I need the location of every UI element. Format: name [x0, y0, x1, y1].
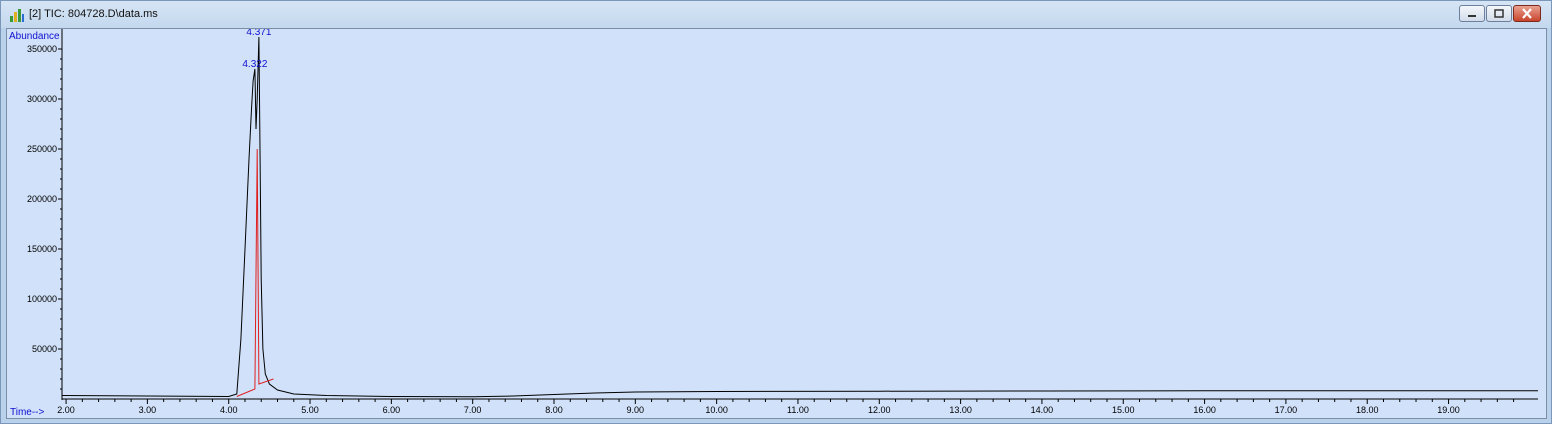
x-tick-label: 6.00: [383, 405, 401, 415]
x-tick-label: 12.00: [868, 405, 891, 415]
x-tick-label: 19.00: [1437, 405, 1460, 415]
y-tick-label: 350000: [27, 44, 57, 54]
close-button[interactable]: [1513, 5, 1541, 22]
x-tick-label: 13.00: [949, 405, 972, 415]
chromatogram-app-icon: [10, 9, 24, 22]
x-tick-label: 5.00: [301, 405, 319, 415]
x-tick-label: 4.00: [220, 405, 238, 415]
maximize-icon: [1494, 9, 1504, 18]
close-icon: [1522, 8, 1532, 19]
window-title: [2] TIC: 804728.D\data.ms: [29, 8, 158, 20]
x-tick-label: 10.00: [705, 405, 728, 415]
y-axis-title: Abundance: [9, 31, 60, 42]
tic-trace-0: [61, 36, 1539, 398]
x-tick-label: 8.00: [545, 405, 563, 415]
x-tick-label: 7.00: [464, 405, 482, 415]
y-tick-label: 300000: [27, 94, 57, 104]
maximize-button[interactable]: [1486, 5, 1512, 22]
chromatogram-pane[interactable]: Abundance Time--> 50000 100000 150000 20000…: [6, 28, 1547, 419]
x-tick-label: 16.00: [1193, 405, 1216, 415]
integration-baseline: [236, 148, 274, 397]
x-tick-label: 2.00: [57, 405, 75, 415]
minimize-icon: [1468, 15, 1476, 17]
y-tick-label: 250000: [27, 144, 57, 154]
x-tick-label: 3.00: [139, 405, 157, 415]
y-tick-label: 100000: [27, 294, 57, 304]
title-bar[interactable]: [2] TIC: 804728.D\data.ms: [1, 1, 1551, 28]
x-tick-label: 11.00: [787, 405, 809, 415]
x-tick-label: 15.00: [1112, 405, 1135, 415]
x-tick-label: 17.00: [1275, 405, 1298, 415]
peak-label: 4.322: [242, 59, 267, 70]
y-tick-label: 50000: [32, 344, 57, 354]
peak-label: 4.371: [246, 29, 271, 38]
minimize-button[interactable]: [1459, 5, 1485, 22]
y-tick-label: 200000: [27, 194, 57, 204]
x-tick-label: 9.00: [627, 405, 645, 415]
x-tick-label: 14.00: [1031, 405, 1054, 415]
y-tick-label: 150000: [27, 244, 57, 254]
x-axis-title: Time-->: [10, 407, 45, 418]
x-tick-label: 18.00: [1356, 405, 1379, 415]
chromatogram-chart: 50000 100000 150000 200000 250000 300000 35000…: [27, 29, 1539, 415]
